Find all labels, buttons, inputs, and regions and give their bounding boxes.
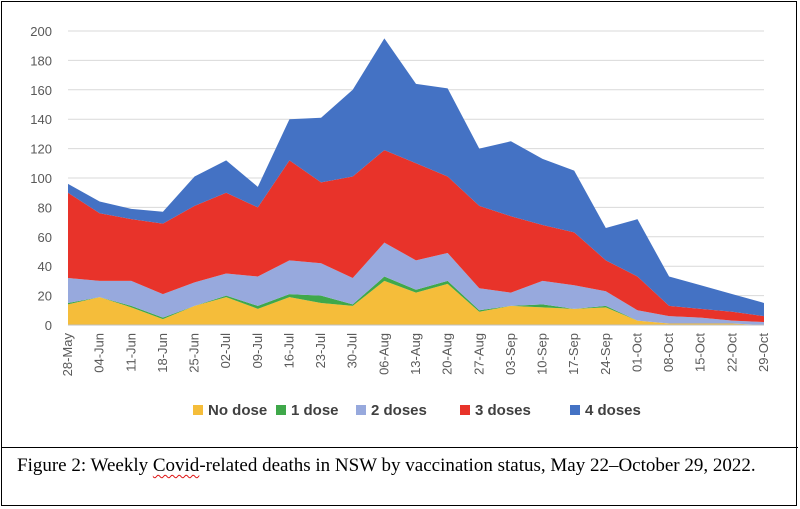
caption-prefix: Figure 2: Weekly — [17, 455, 153, 476]
x-tick-label: 28-May — [60, 333, 75, 377]
figure-caption: Figure 2: Weekly Covid-related deaths in… — [17, 454, 787, 478]
x-tick-label: 17-Sep — [566, 333, 581, 375]
area-4-doses — [68, 38, 764, 317]
y-tick-label: 140 — [30, 112, 52, 127]
x-tick-label: 09-Jul — [250, 333, 265, 369]
x-tick-label: 18-Jun — [155, 333, 170, 373]
x-tick-label: 08-Oct — [661, 333, 676, 372]
x-tick-label: 22-Oct — [724, 333, 739, 372]
area-no-dose — [68, 280, 764, 325]
legend-swatch-2-doses — [356, 405, 366, 415]
legend-label-4-doses: 4 doses — [585, 402, 641, 419]
x-tick-label: 29-Oct — [756, 333, 771, 372]
area-3-doses — [68, 150, 764, 323]
y-tick-label: 120 — [30, 142, 52, 157]
y-tick-label: 160 — [30, 83, 52, 98]
x-tick-label: 06-Aug — [376, 333, 391, 375]
x-tick-label: 15-Oct — [693, 333, 708, 372]
chart-area: 0 20 40 60 80 100 120 140 160 180 200 28-May 04-Jun 1… — [3, 3, 797, 448]
caption-spellcheck-word: Covid — [152, 455, 200, 476]
x-tick-label: 10-Sep — [535, 333, 550, 375]
x-tick-label: 25-Jun — [187, 333, 202, 373]
stacked-area-chart: 0 20 40 60 80 100 120 140 160 180 200 28-May 04-Jun 1… — [30, 24, 771, 419]
legend-swatch-4-doses — [570, 405, 580, 415]
y-tick-label: 60 — [38, 230, 52, 245]
legend-swatch-3-doses — [460, 405, 470, 415]
legend-swatch-1-dose — [276, 405, 286, 415]
y-tick-label: 100 — [30, 171, 52, 186]
x-tick-label: 20-Aug — [440, 333, 455, 375]
x-tick-label: 13-Aug — [408, 333, 423, 375]
x-tick-label: 23-Jul — [313, 333, 328, 369]
x-tick-label: 16-Jul — [281, 333, 296, 369]
y-tick-label: 40 — [38, 259, 52, 274]
y-tick-label: 0 — [45, 318, 52, 333]
caption-suffix: -related deaths in NSW by vaccination st… — [199, 455, 756, 476]
legend-label-no-dose: No dose — [208, 402, 267, 419]
x-tick-label: 11-Jun — [123, 333, 138, 372]
legend-swatch-no-dose — [193, 405, 203, 415]
x-tick-label: 27-Aug — [471, 333, 486, 375]
x-tick-label: 24-Sep — [598, 333, 613, 375]
area-2-doses — [68, 242, 764, 325]
legend-label-2-doses: 2 doses — [371, 402, 427, 419]
caption-divider — [2, 447, 798, 448]
x-tick-label: 02-Jul — [218, 333, 233, 369]
legend-label-1-dose: 1 dose — [291, 402, 339, 419]
legend-label-3-doses: 3 doses — [475, 402, 531, 419]
x-tick-label: 03-Sep — [503, 333, 518, 375]
x-tick-label: 04-Jun — [92, 333, 107, 373]
x-tick-label: 01-Oct — [629, 333, 644, 372]
y-tick-label: 80 — [38, 200, 52, 215]
x-tick-label: 30-Jul — [345, 333, 360, 369]
y-tick-label: 200 — [30, 24, 52, 39]
y-tick-label: 20 — [38, 289, 52, 304]
y-tick-label: 180 — [30, 53, 52, 68]
